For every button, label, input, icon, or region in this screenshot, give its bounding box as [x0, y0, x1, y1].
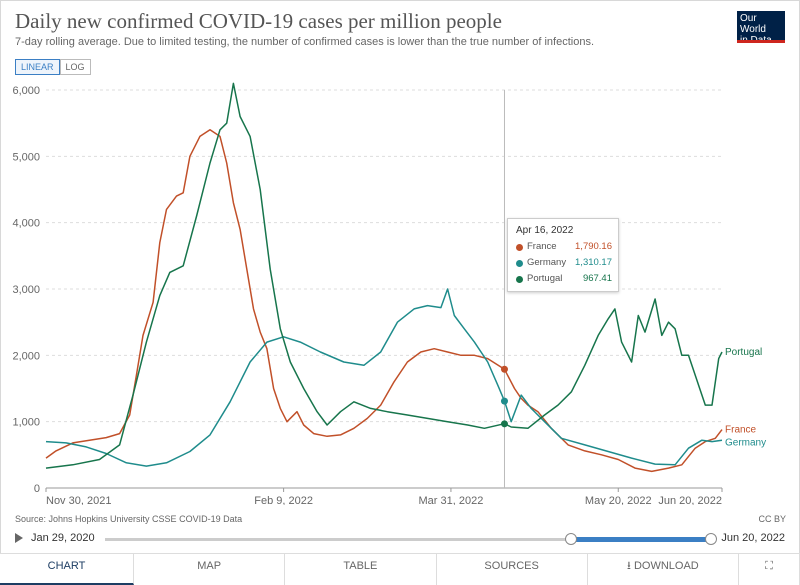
tab-chart[interactable]: CHART: [0, 554, 134, 585]
y-tick-label: 1,000: [12, 417, 40, 429]
series-line-germany: [45, 288, 723, 467]
play-icon[interactable]: [15, 533, 23, 543]
hover-tooltip: Apr 16, 2022 France 1,790.16 Germany 1,3…: [507, 218, 619, 292]
timeline-end-label: Jun 20, 2022: [721, 532, 785, 544]
x-tick-label: Nov 30, 2021: [46, 495, 111, 505]
tooltip-row-germany: Germany 1,310.17: [516, 257, 612, 270]
tooltip-value: 1,310.17: [575, 257, 612, 268]
series-line-france: [45, 129, 723, 473]
y-tick-label: 4,000: [12, 218, 40, 230]
scale-toggle: LINEAR LOG: [15, 59, 91, 75]
germany-dot-icon: [516, 260, 523, 267]
tooltip-row-france: France 1,790.16: [516, 241, 612, 254]
bottom-tabs: CHART MAP TABLE SOURCES ⭳ DOWNLOAD ⛶: [0, 553, 800, 585]
series-end-label: Portugal: [725, 347, 762, 358]
tooltip-country: France: [527, 241, 557, 252]
logo-accent-bar: [737, 40, 785, 43]
tooltip-country: Portugal: [527, 273, 563, 284]
linear-scale-button[interactable]: LINEAR: [15, 59, 60, 75]
y-tick-label: 6,000: [12, 85, 40, 97]
tab-download[interactable]: ⭳ DOWNLOAD: [587, 554, 739, 585]
x-tick-label: May 20, 2022: [585, 495, 652, 505]
owid-logo[interactable]: Our World in Data: [737, 11, 785, 46]
download-icon: ⭳: [627, 560, 634, 572]
log-scale-button[interactable]: LOG: [59, 59, 91, 75]
y-tick-label: 2,000: [12, 350, 40, 362]
line-chart[interactable]: 0 1,000 2,000 3,000 4,000 5,000 6,000 Nov 30, 2…: [0, 80, 800, 505]
tab-download-label: DOWNLOAD: [633, 560, 699, 572]
tooltip-country: Germany: [527, 257, 567, 268]
chart-subtitle: 7-day rolling average. Due to limited te…: [15, 36, 595, 48]
chart-title: Daily new confirmed COVID-19 cases per m…: [15, 9, 502, 33]
hover-marker-portugal: [500, 420, 508, 428]
timeline-start-handle[interactable]: [565, 533, 577, 545]
y-tick-label: 5,000: [12, 151, 40, 163]
timeline-selected-range: [570, 537, 710, 542]
fullscreen-icon: ⛶: [765, 560, 773, 572]
x-tick-label: Feb 9, 2022: [254, 495, 313, 505]
timeline-end-handle[interactable]: [705, 533, 717, 545]
tab-map[interactable]: MAP: [134, 554, 286, 585]
series-end-label: France: [725, 425, 757, 436]
timeline: Jan 29, 2020 Jun 20, 2022: [15, 529, 785, 549]
source-note: Source: Johns Hopkins University CSSE CO…: [15, 514, 243, 524]
fullscreen-button[interactable]: ⛶: [739, 554, 800, 585]
france-dot-icon: [516, 244, 523, 251]
series-line-portugal: [45, 82, 723, 469]
x-tick-label: Mar 31, 2022: [419, 495, 484, 505]
logo-line-1: Our World: [740, 13, 766, 35]
timeline-start-label: Jan 29, 2020: [31, 532, 95, 544]
tooltip-date: Apr 16, 2022: [516, 225, 574, 236]
x-tick-label: Jun 20, 2022: [658, 495, 722, 505]
hover-marker-france: [500, 365, 508, 373]
tab-sources[interactable]: SOURCES: [436, 554, 588, 585]
license-link[interactable]: CC BY: [758, 514, 786, 524]
tooltip-value: 967.41: [582, 273, 612, 284]
y-tick-label: 0: [34, 483, 40, 495]
portugal-dot-icon: [516, 276, 523, 283]
timeline-track[interactable]: [105, 538, 715, 541]
tooltip-row-portugal: Portugal 967.41: [516, 273, 612, 286]
y-tick-label: 3,000: [12, 284, 40, 296]
series-end-label: Germany: [725, 438, 766, 449]
tab-table[interactable]: TABLE: [285, 554, 437, 585]
hover-marker-germany: [500, 397, 508, 405]
tooltip-value: 1,790.16: [575, 241, 612, 252]
